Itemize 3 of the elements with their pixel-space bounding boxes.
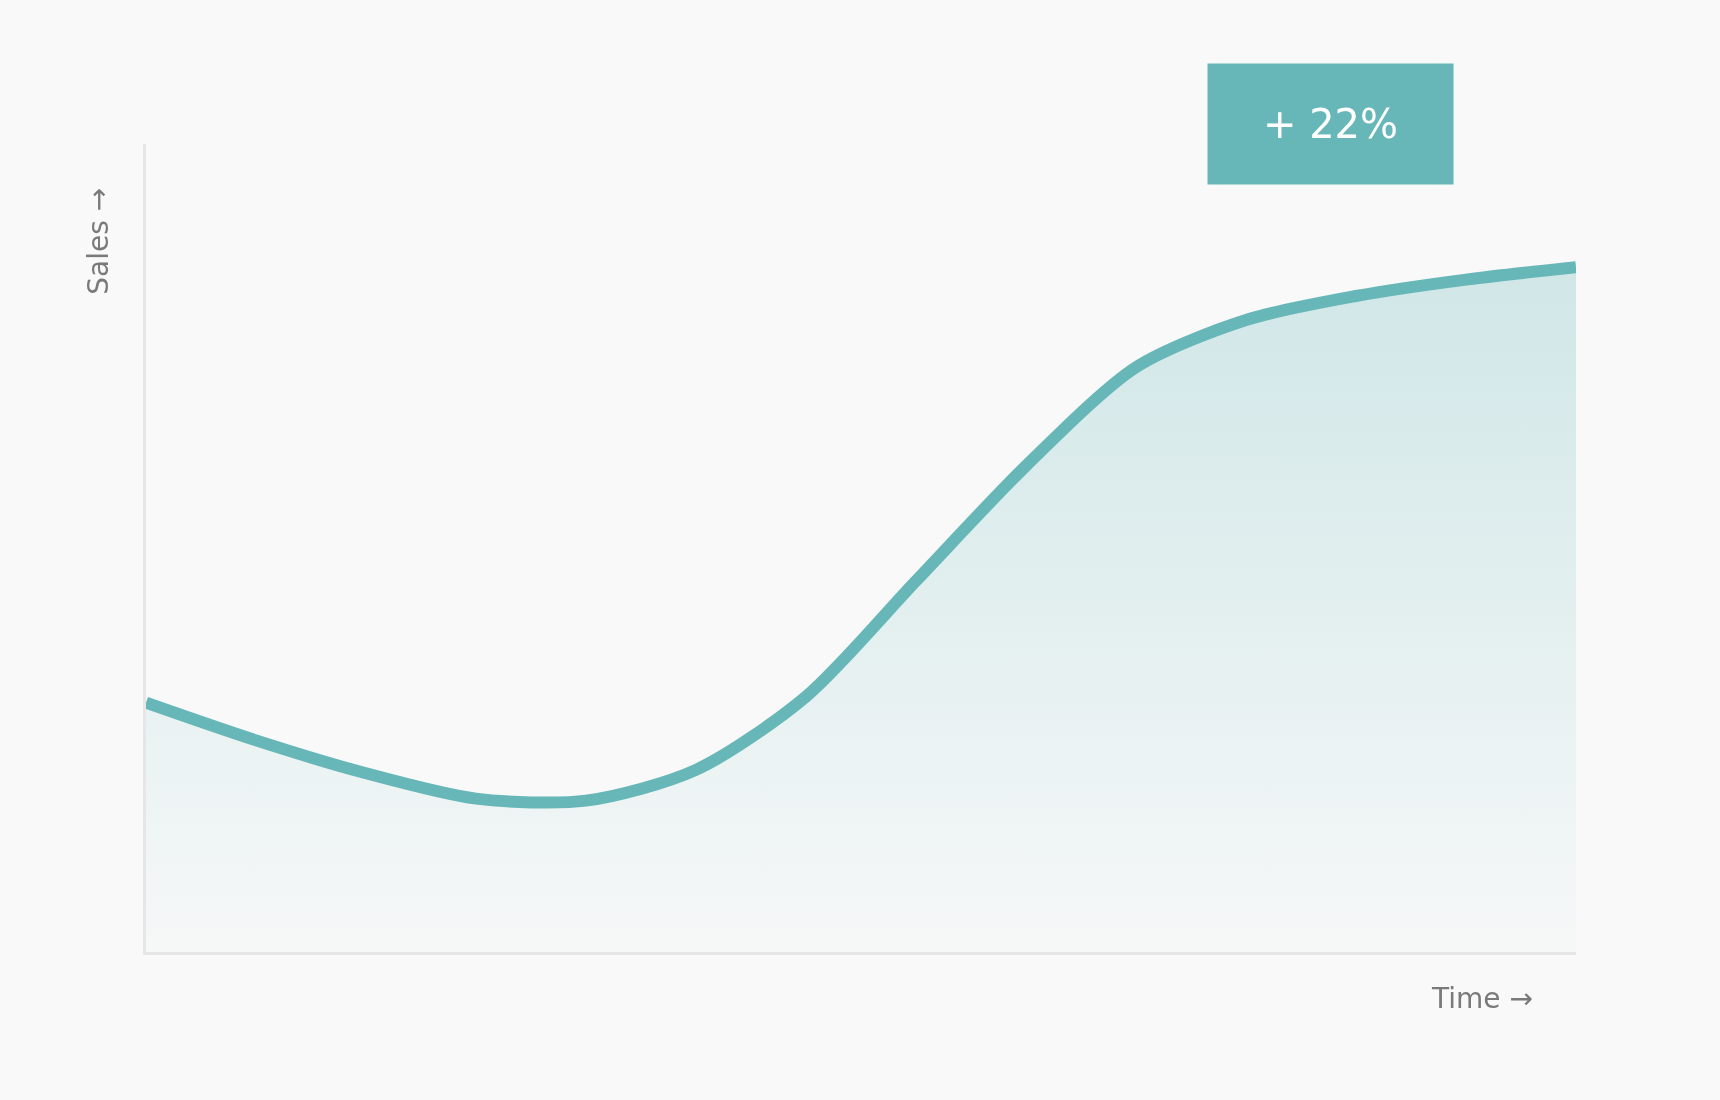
text: + 22% [1262, 101, 1399, 147]
y-axis-title: Sales → [81, 187, 115, 295]
x-axis-title: Time → [1431, 982, 1533, 1015]
